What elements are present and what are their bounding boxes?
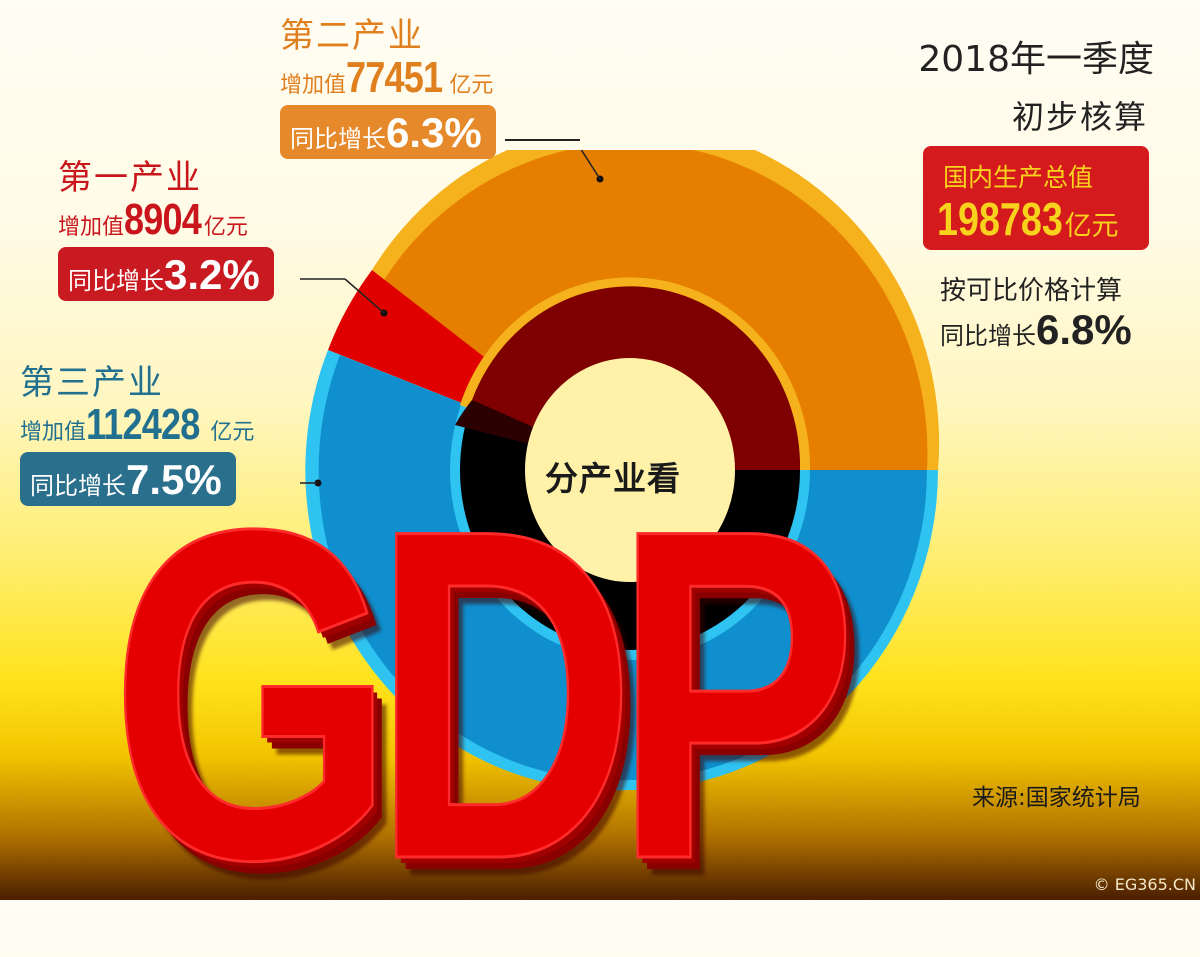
gdp-total-box: 国内生产总值 198783亿元 — [923, 146, 1149, 250]
tertiary-industry-growth-badge: 同比增长7.5% — [20, 452, 236, 506]
secondary-industry-value: 增加值77451 亿元 — [280, 53, 494, 102]
tertiary-industry-block: 第三产业 增加值112428 亿元 同比增长7.5% — [20, 355, 254, 506]
primary-industry-value: 增加值8904 亿元 — [58, 195, 248, 244]
watermark: © EG365.CN — [1093, 875, 1196, 894]
period-title: 2018年一季度 — [918, 39, 1154, 80]
gdp-total-value: 198783亿元 — [937, 193, 1119, 245]
tertiary-industry-value: 增加值112428 亿元 — [20, 400, 255, 449]
gdp-3d-lettering: GDP — [109, 432, 859, 957]
secondary-industry-title: 第二产业 — [280, 16, 424, 56]
industry-donut-chart — [300, 150, 940, 791]
inner-ring — [450, 277, 811, 660]
secondary-industry-growth-badge: 同比增长6.3% — [280, 105, 496, 159]
primary-industry-title: 第一产业 — [58, 158, 202, 198]
gdp-price-note: 按可比价格计算 — [940, 276, 1123, 306]
donut-center-label: 分产业看 — [545, 459, 681, 498]
primary-industry-block: 第一产业 增加值8904 亿元 同比增长3.2% — [58, 150, 274, 301]
donut-center — [525, 358, 735, 582]
secondary-industry-block: 第二产业 增加值77451 亿元 同比增长6.3% — [280, 8, 496, 159]
gdp-total-label: 国内生产总值 — [943, 163, 1094, 192]
period-subtitle: 初步核算 — [1011, 98, 1148, 136]
source-note: 来源:国家统计局 — [972, 785, 1141, 811]
tertiary-industry-title: 第三产业 — [20, 363, 164, 403]
primary-industry-growth-badge: 同比增长3.2% — [58, 247, 274, 301]
gdp-total-growth: 同比增长6.8% — [940, 306, 1132, 353]
